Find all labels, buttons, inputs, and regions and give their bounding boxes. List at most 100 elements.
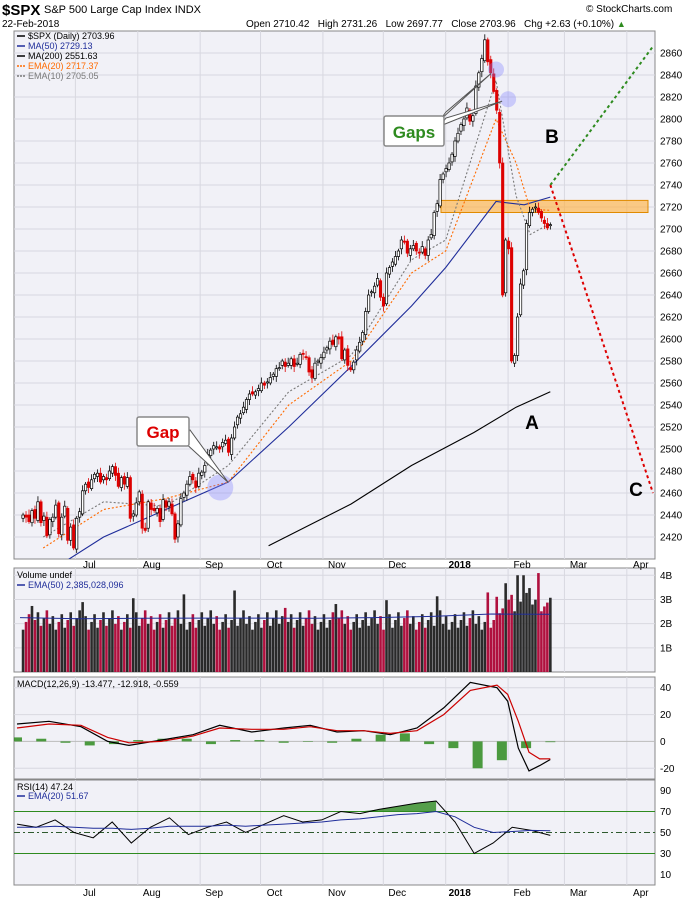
candle-body xyxy=(24,514,28,518)
volume-bar xyxy=(358,627,361,672)
volume-bar xyxy=(81,602,84,672)
volume-bar xyxy=(233,590,236,672)
candle-body xyxy=(527,212,532,227)
volume-bar xyxy=(90,621,93,672)
volume-bar xyxy=(373,610,376,672)
volume-bar xyxy=(292,627,296,672)
volume-bar xyxy=(161,627,165,672)
volume-bar xyxy=(525,592,528,672)
candle-body xyxy=(140,493,144,529)
candle-body xyxy=(370,291,374,294)
candle-body xyxy=(110,466,114,474)
candle-body xyxy=(176,523,180,538)
candle-body xyxy=(289,358,293,366)
credit-text: © StockCharts.com xyxy=(586,4,673,15)
gap-highlight xyxy=(207,474,234,501)
volume-bar xyxy=(200,612,204,672)
volume-bar xyxy=(266,612,269,672)
candle-body xyxy=(316,360,320,363)
candle-body xyxy=(337,336,341,340)
price-tick-label: 2540 xyxy=(660,401,683,412)
macd-histogram-bar xyxy=(205,741,216,745)
volume-bar xyxy=(355,614,359,672)
candle-body xyxy=(331,339,335,345)
volume-bar xyxy=(307,610,311,672)
candle-body xyxy=(48,519,52,536)
volume-bar xyxy=(456,627,460,672)
legend-entry: MA(50) 2729.13 xyxy=(28,41,93,51)
candle-body xyxy=(498,112,502,164)
rsi-title: RSI(14) 47.24 xyxy=(17,782,73,792)
candle-body xyxy=(72,524,76,549)
volume-bar xyxy=(36,612,40,672)
x-axis-label-price: Dec xyxy=(388,560,406,571)
volume-bar xyxy=(504,583,507,672)
price-tick-label: 2660 xyxy=(660,269,683,280)
volume-bar xyxy=(370,618,373,672)
candle-body xyxy=(39,501,43,524)
candle-body xyxy=(444,168,448,173)
candle-body xyxy=(200,471,204,476)
candle-body xyxy=(483,39,487,62)
candle-body xyxy=(280,360,284,366)
candle-body xyxy=(235,416,240,426)
volume-bar xyxy=(546,602,549,672)
volume-bar xyxy=(477,616,481,672)
x-axis-label-price: 2018 xyxy=(449,560,472,571)
candle-body xyxy=(408,248,412,256)
macd-histogram-bar xyxy=(133,740,144,742)
volume-bar xyxy=(367,625,370,672)
volume-bar xyxy=(507,599,510,672)
volume-bar xyxy=(182,594,186,672)
volume-bar xyxy=(519,601,522,672)
candle-body xyxy=(87,481,91,488)
wave-label-b: B xyxy=(545,127,559,148)
volume-bar xyxy=(417,621,421,672)
volume-bar xyxy=(406,610,409,672)
rsi-line xyxy=(16,800,551,855)
candle-body xyxy=(521,270,526,286)
volume-bar xyxy=(140,618,144,672)
candle-body xyxy=(381,296,386,307)
volume-bar xyxy=(120,629,123,672)
price-tick-label: 2500 xyxy=(660,445,683,456)
volume-bar xyxy=(239,618,242,672)
legend-entry: MA(200) 2551.63 xyxy=(28,51,98,61)
candle-body xyxy=(313,362,317,379)
symbol-title: $SPX xyxy=(2,2,41,19)
rsi-legend-entry: EMA(20) 51.67 xyxy=(28,791,89,801)
macd-tick-label: -20 xyxy=(660,764,675,775)
line-ma200 xyxy=(268,391,551,547)
gap-highlight xyxy=(488,61,505,78)
rsi-panel xyxy=(13,779,656,886)
candle-body xyxy=(131,513,135,517)
rsi-tick-label: 30 xyxy=(660,849,672,860)
volume-bar xyxy=(206,618,210,672)
candle-body xyxy=(125,477,129,487)
wave-label-a: A xyxy=(525,413,539,434)
candle-body xyxy=(212,445,216,450)
candle-body xyxy=(277,367,281,370)
candle-body xyxy=(450,153,454,163)
price-tick-label: 2520 xyxy=(660,423,683,434)
candle-body xyxy=(295,362,299,365)
candle-body xyxy=(60,516,64,536)
volume-bar xyxy=(540,611,543,672)
candle-body xyxy=(128,477,132,519)
candle-body xyxy=(519,283,523,316)
macd-histogram-bar xyxy=(496,741,507,761)
volume-bar xyxy=(513,611,516,672)
candle-body xyxy=(274,368,278,377)
gap-callout-box xyxy=(136,416,190,447)
volume-bar xyxy=(128,627,132,672)
candle-body xyxy=(241,406,246,414)
volume-bar xyxy=(277,623,281,672)
volume-bar xyxy=(48,623,52,672)
triangle-up-icon: ▲ xyxy=(616,19,626,29)
x-axis-label-bottom: Oct xyxy=(267,888,283,899)
macd-histogram-bar xyxy=(84,741,95,746)
volume-bar xyxy=(149,616,153,672)
volume-bar xyxy=(167,612,171,672)
candle-body xyxy=(319,357,323,364)
volume-bar xyxy=(131,598,135,672)
